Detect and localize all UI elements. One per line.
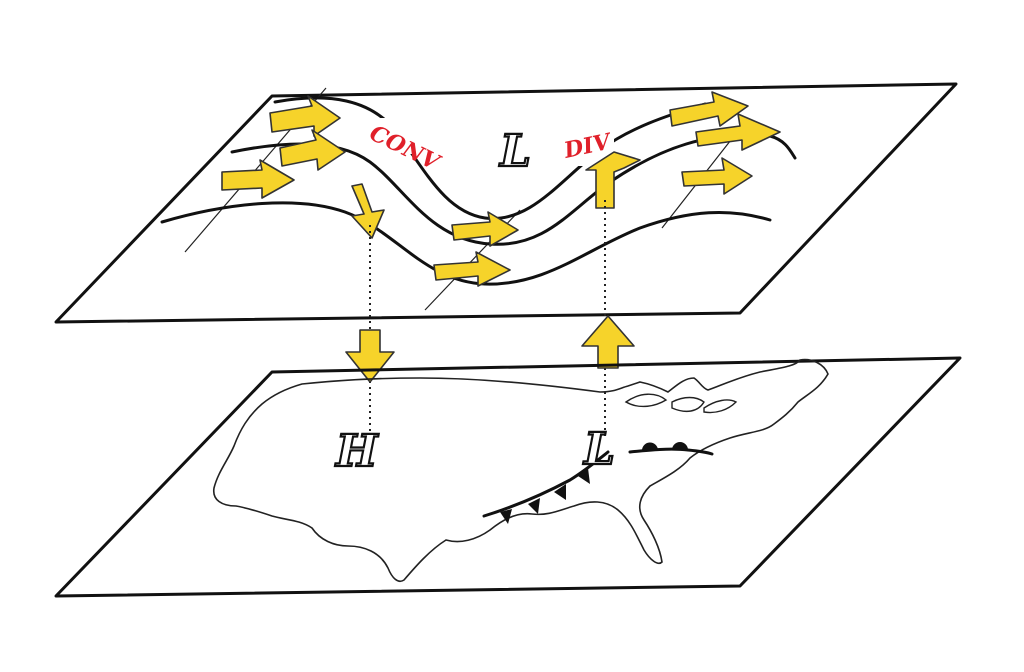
vertical-motion-links xyxy=(345,200,635,448)
surface-plane-outline xyxy=(54,356,962,598)
wind-arrow-upper-5 xyxy=(451,211,519,247)
us-map-outline xyxy=(212,358,829,583)
height-contour-3 xyxy=(160,201,772,286)
cold-front-triangle-1 xyxy=(500,509,512,524)
wind-arrow-upper-7 xyxy=(585,151,641,209)
rising-air-arrow xyxy=(581,315,635,369)
cold-front-line xyxy=(482,450,610,518)
height-contour-1 xyxy=(273,96,707,221)
surface-high-label: H xyxy=(334,426,379,477)
sinking-air-arrow xyxy=(345,329,395,383)
upper-trough-low-label: L xyxy=(498,126,531,177)
wind-arrow-upper-10 xyxy=(681,157,753,195)
surface-low-label: L xyxy=(582,424,615,475)
wind-arrow-upper-6 xyxy=(433,251,511,287)
upper-level-plane: CONV DIV L xyxy=(54,82,958,324)
conv-label-backing xyxy=(360,118,422,154)
wind-arrow-upper-3 xyxy=(221,159,295,199)
wind-arrow-upper-1 xyxy=(269,95,341,137)
upper-plane-outline xyxy=(54,82,958,324)
warm-front-bump-1 xyxy=(641,442,658,451)
wind-arrow-upper-2 xyxy=(279,129,346,171)
cold-front-triangle-4 xyxy=(578,468,590,484)
wind-arrow-upper-9 xyxy=(695,113,781,151)
great-lakes-outline xyxy=(624,393,738,414)
surface-plane: H L xyxy=(54,356,962,598)
wind-arrow-upper-4 xyxy=(351,183,385,239)
warm-front-bump-2 xyxy=(672,442,688,450)
wind-arrow-upper-8 xyxy=(669,91,749,127)
cold-front-triangle-2 xyxy=(528,498,540,514)
cold-front-triangle-3 xyxy=(554,484,566,500)
